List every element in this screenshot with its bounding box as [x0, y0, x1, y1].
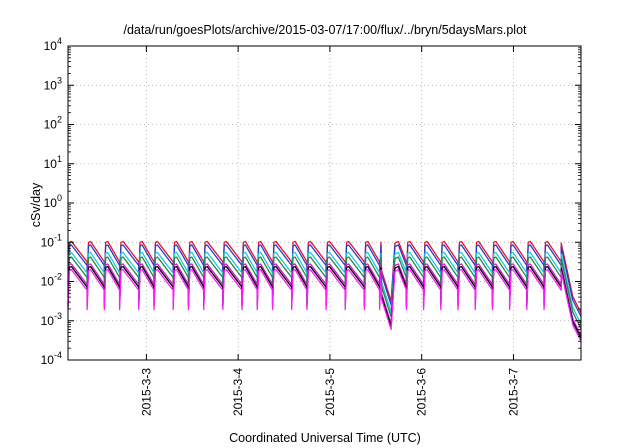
y-tick-label: 103	[44, 75, 62, 92]
x-tick-label: 2015-3-4	[231, 368, 245, 416]
x-tick-label: 2015-3-5	[323, 368, 337, 416]
x-tick-label: 2015-3-7	[506, 368, 520, 416]
y-axis-label: cSv/day	[29, 182, 43, 227]
y-tick-label: 10-2	[41, 272, 62, 289]
grid-lines	[68, 46, 581, 360]
x-axis-label: Coordinated Universal Time (UTC)	[229, 431, 421, 445]
plot-frame	[67, 45, 582, 361]
y-tick-label: 104	[44, 36, 62, 53]
y-tick-label: 10-1	[41, 232, 62, 249]
y-tick-label: 10-3	[41, 311, 62, 328]
y-tick-label: 102	[44, 115, 62, 132]
y-tick-label: 100	[44, 193, 62, 210]
chart-title: /data/run/goesPlots/archive/2015-03-07/1…	[123, 23, 527, 37]
x-tick-label: 2015-3-3	[139, 368, 153, 416]
y-tick-label: 101	[44, 154, 62, 171]
series-group	[67, 240, 582, 342]
axes	[67, 45, 582, 361]
series-line-7	[67, 269, 582, 342]
x-tick-label: 2015-3-6	[415, 368, 429, 416]
tick-labels: 10-4 10-3 10-2 10-1 100 101 102 103 104 2015-3-3 2…	[41, 36, 521, 416]
y-tick-label: 10-4	[41, 350, 62, 367]
